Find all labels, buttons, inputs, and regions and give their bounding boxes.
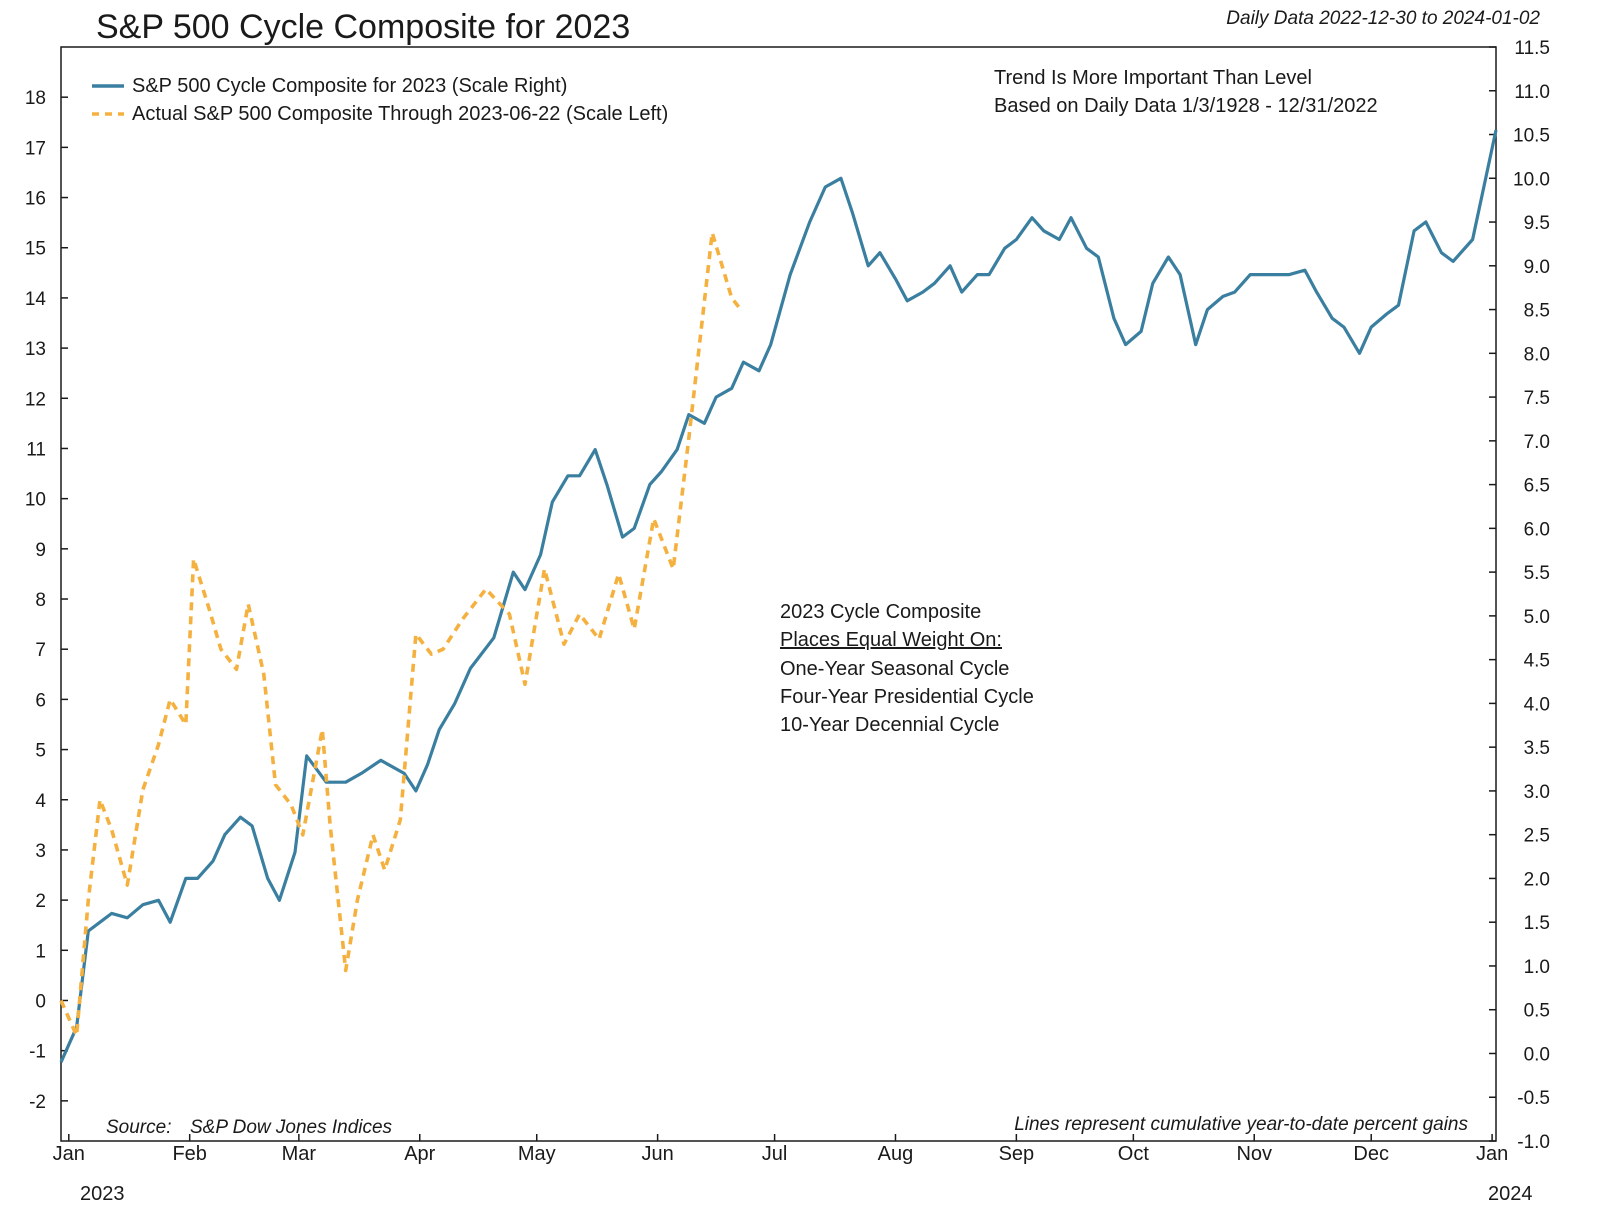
right-tick-label: 0.0	[1524, 1044, 1550, 1065]
right-tick-label: -1.0	[1517, 1132, 1550, 1153]
x-year-end-label: 2024	[1488, 1183, 1533, 1205]
right-tick-label: 10.0	[1513, 169, 1550, 190]
x-tick-label: May	[518, 1143, 556, 1165]
left-tick-label: 10	[25, 490, 46, 511]
x-tick-label: Sep	[999, 1143, 1035, 1165]
left-tick-label: 3	[35, 841, 46, 862]
right-tick-label: 5.5	[1524, 563, 1550, 584]
composite-note-item-3: 10-Year Decennial Cycle	[780, 714, 999, 736]
x-tick-label: Aug	[878, 1143, 914, 1165]
x-tick-label: Jan	[1476, 1143, 1508, 1165]
right-tick-label: 4.5	[1524, 651, 1550, 672]
right-tick-label: 2.5	[1524, 826, 1550, 847]
source-value: S&P Dow Jones Indices	[190, 1117, 393, 1138]
left-tick-label: -2	[29, 1092, 46, 1113]
x-tick-label: Jan	[53, 1143, 85, 1165]
composite-note-underlined: Places Equal Weight On:	[780, 629, 1002, 651]
x-year-start-label: 2023	[80, 1183, 125, 1205]
series-line-cycle-composite	[59, 129, 1498, 1063]
left-tick-label: 13	[25, 339, 46, 360]
right-tick-label: 0.5	[1524, 1001, 1550, 1022]
left-tick-label: 18	[25, 88, 46, 109]
left-tick-label: 4	[35, 791, 46, 812]
right-tick-label: 11.0	[1514, 82, 1550, 103]
left-tick-label: -1	[29, 1042, 46, 1063]
series-layer	[59, 129, 1498, 1063]
right-tick-label: 3.0	[1524, 782, 1550, 803]
x-tick-label: Mar	[282, 1143, 317, 1165]
right-tick-label: 3.5	[1524, 738, 1550, 759]
left-tick-label: 5	[35, 741, 46, 762]
chart-title: S&P 500 Cycle Composite for 2023	[96, 8, 630, 46]
right-tick-label: 7.5	[1524, 388, 1550, 409]
trend-note-line-1: Trend Is More Important Than Level	[994, 67, 1312, 89]
right-tick-label: 6.5	[1524, 476, 1550, 497]
right-tick-label: 11.5	[1514, 38, 1550, 59]
right-tick-label: 10.5	[1513, 126, 1550, 147]
composite-note-item-1: One-Year Seasonal Cycle	[780, 658, 1009, 680]
x-axis: Jan Feb Mar Apr May Jun Jul Aug Sep Oct Nov Dec Jan	[53, 1134, 1508, 1165]
right-tick-label: 9.0	[1524, 257, 1550, 278]
right-tick-label: 4.0	[1524, 694, 1550, 715]
composite-note: 2023 Cycle Composite Places Equal Weight…	[780, 601, 1034, 736]
source-label: Source:	[106, 1117, 171, 1138]
left-tick-label: 17	[25, 138, 46, 159]
right-tick-label: 1.5	[1524, 913, 1550, 934]
composite-note-header: 2023 Cycle Composite	[780, 601, 981, 623]
legend-label-composite: S&P 500 Cycle Composite for 2023 (Scale …	[132, 75, 567, 97]
left-tick-label: 16	[25, 189, 46, 210]
right-tick-label: 6.0	[1524, 519, 1550, 540]
right-tick-label: 1.0	[1524, 957, 1550, 978]
legend-label-actual: Actual S&P 500 Composite Through 2023-06…	[132, 103, 668, 125]
x-tick-label: Jun	[641, 1143, 673, 1165]
left-tick-label: 8	[35, 590, 46, 611]
x-tick-label: Feb	[172, 1143, 206, 1165]
left-tick-label: 15	[25, 239, 46, 260]
x-tick-label: Nov	[1236, 1143, 1272, 1165]
left-tick-label: 6	[35, 690, 46, 711]
x-tick-label: Apr	[404, 1143, 435, 1165]
footnote: Lines represent cumulative year-to-date …	[1014, 1114, 1468, 1135]
left-tick-label: 12	[25, 389, 46, 410]
left-tick-label: 2	[35, 891, 46, 912]
x-tick-label: Jul	[762, 1143, 788, 1165]
left-tick-label: 1	[35, 941, 46, 962]
series-line-actual-sp500	[59, 230, 741, 1038]
left-tick-label: 7	[35, 640, 46, 661]
right-tick-label: 2.0	[1524, 869, 1550, 890]
trend-note-line-2: Based on Daily Data 1/3/1928 - 12/31/202…	[994, 95, 1378, 117]
x-tick-label: Oct	[1118, 1143, 1150, 1165]
x-tick-label: Dec	[1353, 1143, 1389, 1165]
right-tick-label: 8.0	[1524, 344, 1550, 365]
right-tick-label: 8.5	[1524, 301, 1550, 322]
right-tick-label: -0.5	[1517, 1088, 1550, 1109]
left-tick-label: 14	[25, 289, 47, 310]
left-tick-label: 11	[26, 439, 46, 460]
right-axis: -1.0 -0.5 0.0 0.5 1.0 1.5 2.0 2.5 3.0 3.5 4.0 4.5 5.…	[1489, 38, 1550, 1153]
plot-frame	[60, 46, 1497, 1142]
right-tick-label: 9.5	[1524, 213, 1550, 234]
chart-subtitle: Daily Data 2022-12-30 to 2024-01-02	[1226, 8, 1540, 29]
left-tick-label: 0	[35, 991, 46, 1012]
composite-note-item-2: Four-Year Presidential Cycle	[780, 686, 1034, 708]
right-tick-label: 5.0	[1524, 607, 1550, 628]
legend: S&P 500 Cycle Composite for 2023 (Scale …	[92, 75, 668, 125]
right-tick-label: 7.0	[1524, 432, 1550, 453]
left-tick-label: 9	[35, 540, 46, 561]
